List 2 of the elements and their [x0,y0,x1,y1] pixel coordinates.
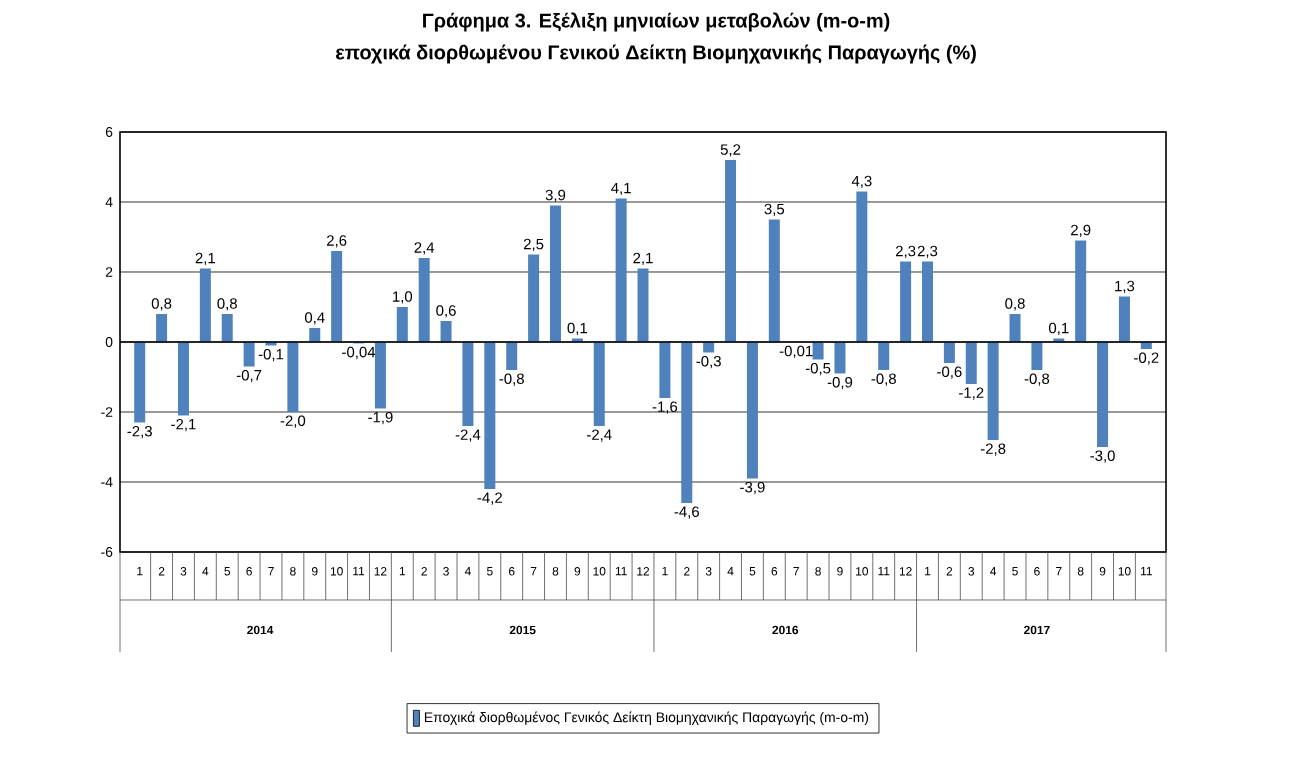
chart-title: Γράφημα 3. Εξέλιξη μηνιαίων μεταβολών (m-o-m) [423,12,890,32]
chart-subtitle: εποχικά διορθωμένου Γενικού Δείκτη Βιομηχανικής Παραγωγής (%) [336,44,976,64]
